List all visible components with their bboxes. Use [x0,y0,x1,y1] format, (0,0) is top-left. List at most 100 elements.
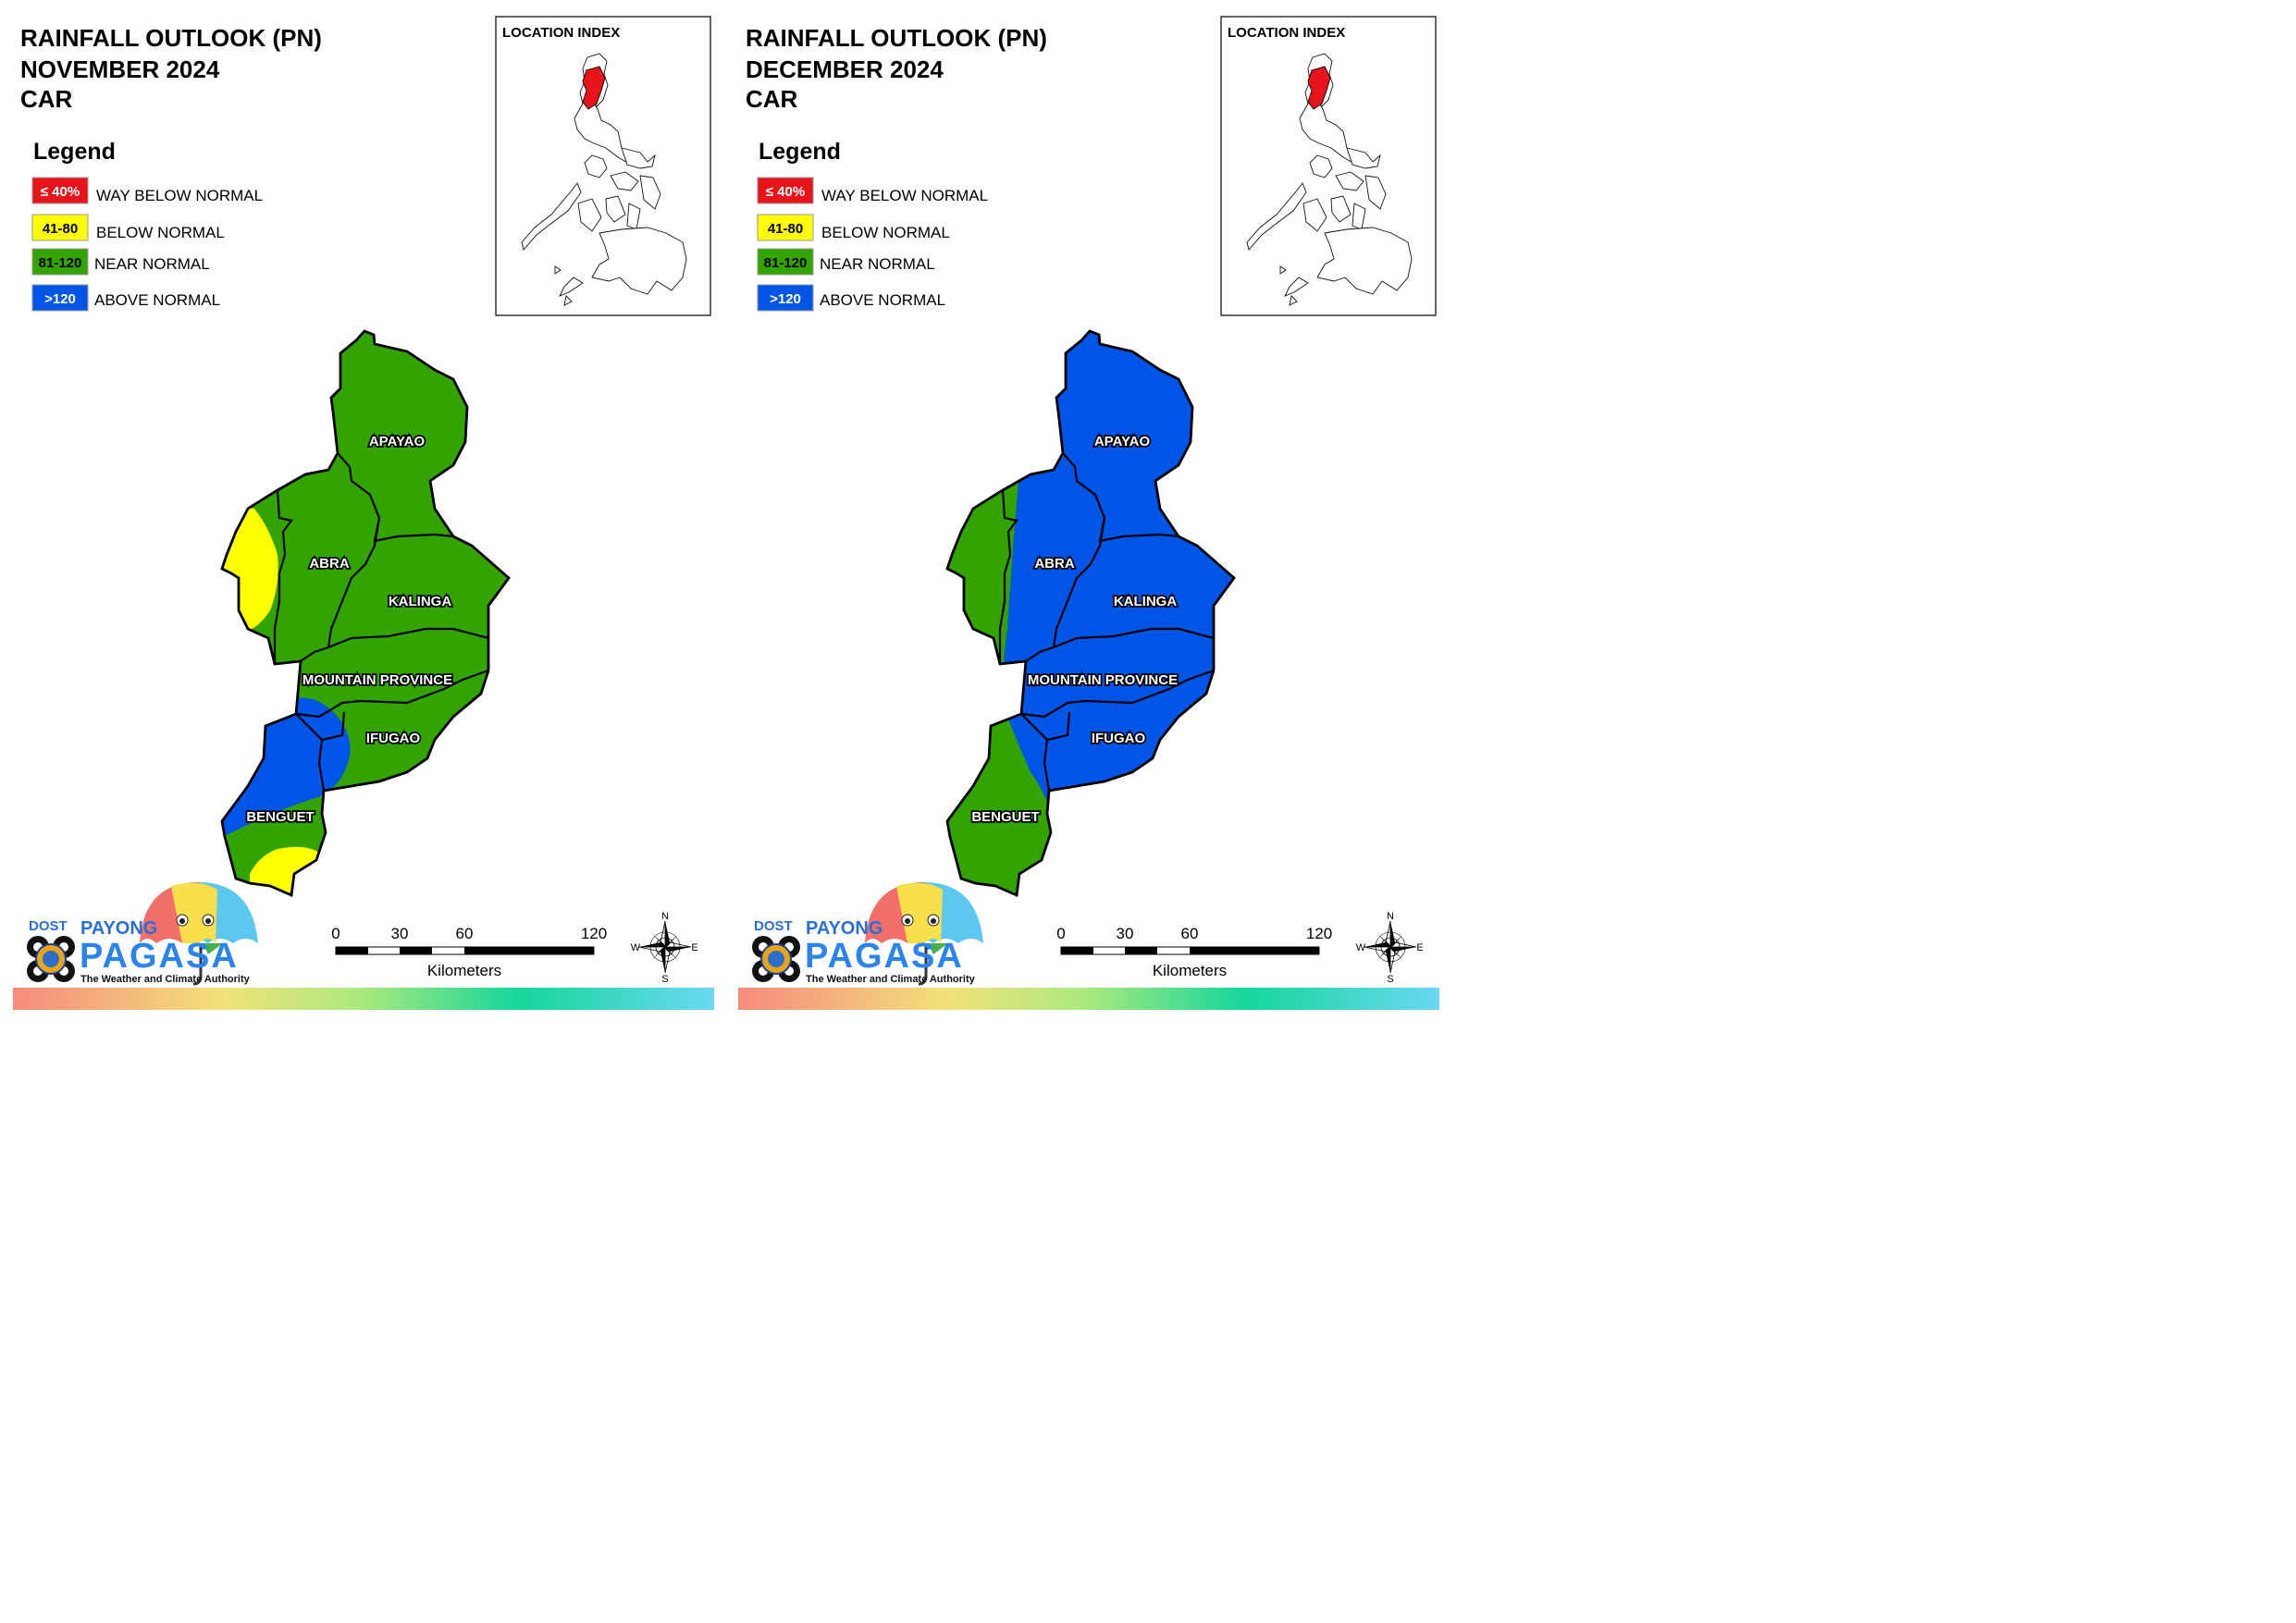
north-arrow: N S E W [1356,911,1424,985]
logo-payong: PAYONG [806,918,883,939]
legend-swatch-above-normal [31,284,89,312]
scale-tick-60: 60 [1181,925,1199,942]
zone-below-normal-abra [222,499,278,638]
legend-range-near-normal: 81-120 [764,255,808,271]
dost-logo-icon [751,935,801,983]
location-index-inset: LOCATION INDEX [495,16,711,316]
compass-n: N [1387,911,1394,922]
map-title-line1: RAINFALL OUTLOOK (PN) [20,24,322,52]
logo-pagasa: PAGASA [80,937,239,976]
logo-payong: PAYONG [80,918,157,939]
legend-label-above-normal: ABOVE NORMAL [820,291,945,309]
legend-item-above-normal: >120 ABOVE NORMAL [31,284,220,312]
legend-range-near-normal: 81-120 [39,255,82,271]
legend-swatch-way-below-normal [757,177,814,204]
scale-bar: 0 30 60 120 Kilometers [1056,925,1332,979]
legend-item-below-normal: 41-80 BELOW NORMAL [757,214,950,241]
logo-dost: DOST [29,918,68,934]
province-label-kalinga: KALINGA [1114,594,1177,609]
pagasa-logo: DOST PAYONG PAGASA The Weather and Clima… [751,880,985,986]
logo-tagline: The Weather and Climate Authority [80,974,251,985]
map-title-line1: RAINFALL OUTLOOK (PN) [746,24,1047,52]
province-label-benguet: BENGUET [246,809,314,825]
panel-december: RAINFALL OUTLOOK (PN) DECEMBER 2024 CAR … [738,16,1439,1010]
province-label-apayao: APAYAO [1094,434,1151,449]
legend-label-below-normal: BELOW NORMAL [96,224,225,241]
province-label-apayao: APAYAO [369,434,426,449]
legend-item-way-below-normal: ≤ 40% WAY BELOW NORMAL [757,177,988,204]
scale-unit: Kilometers [427,962,501,979]
compass-e: E [691,942,697,953]
map-title-line3: CAR [20,85,73,113]
panel-november: RAINFALL OUTLOOK (PN) NOVEMBER 2024 CAR … [13,16,714,1010]
legend-range-below-normal: 41-80 [43,221,78,237]
province-label-ifugao: IFUGAO [1092,731,1146,746]
legend-swatch-way-below-normal [31,177,89,204]
compass-n: N [661,911,669,922]
location-index-inset: LOCATION INDEX [1220,16,1437,316]
compass-icon [1364,920,1417,974]
legend-title: Legend [759,139,841,165]
map-title-line2: NOVEMBER 2024 [20,55,220,83]
province-label-kalinga: KALINGA [389,594,451,609]
car-rainfall-map [945,329,1236,897]
compass-s: S [661,974,668,985]
legend-swatch-below-normal [31,214,89,241]
scale-tick-120: 120 [581,925,607,942]
legend-label-below-normal: BELOW NORMAL [821,224,950,241]
scale-tick-0: 0 [1056,925,1065,942]
dost-logo-icon [26,935,76,983]
legend-label-way-below-normal: WAY BELOW NORMAL [96,187,263,204]
north-arrow: N S E W [631,911,698,985]
legend-item-below-normal: 41-80 BELOW NORMAL [31,214,225,241]
legend-swatch-near-normal [31,248,89,276]
province-label-abra: ABRA [309,556,349,572]
legend-swatch-below-normal [757,214,814,241]
scale-tick-30: 30 [1117,925,1134,942]
compass-icon [638,920,692,974]
legend-item-near-normal: 81-120 NEAR NORMAL [757,248,935,276]
legend-label-near-normal: NEAR NORMAL [820,255,935,273]
map-title-line3: CAR [746,85,798,113]
logo-tagline: The Weather and Climate Authority [806,974,976,985]
map-title-line2: DECEMBER 2024 [746,55,944,83]
legend-range-way-below-normal: ≤ 40% [41,184,80,200]
scale-tick-60: 60 [456,925,474,942]
province-label-benguet: BENGUET [971,809,1039,825]
location-index-label: LOCATION INDEX [1228,25,1345,41]
province-label-ifugao: IFUGAO [366,731,421,746]
compass-e: E [1416,942,1423,953]
car-rainfall-map [220,329,511,897]
scale-tick-30: 30 [391,925,409,942]
legend-label-above-normal: ABOVE NORMAL [94,291,220,309]
legend-range-below-normal: 41-80 [768,221,803,237]
province-label-mountain-province: MOUNTAIN PROVINCE [302,672,452,688]
legend-label-way-below-normal: WAY BELOW NORMAL [821,187,988,204]
legend-range-way-below-normal: ≤ 40% [766,184,805,200]
legend-swatch-above-normal [757,284,814,312]
footer-gradient-bar [13,988,714,1010]
province-label-abra: ABRA [1034,556,1074,572]
scale-bar: 0 30 60 120 Kilometers [331,925,607,979]
zone-near-normal [222,331,509,895]
legend-item-way-below-normal: ≤ 40% WAY BELOW NORMAL [31,177,263,204]
scale-tick-0: 0 [331,925,339,942]
legend-range-above-normal: >120 [44,291,76,307]
pagasa-logo: DOST PAYONG PAGASA The Weather and Clima… [26,880,260,986]
legend-swatch-near-normal [757,248,814,276]
footer-gradient-bar [738,988,1439,1010]
logo-pagasa: PAGASA [805,937,964,976]
legend-label-near-normal: NEAR NORMAL [94,255,210,273]
legend-title: Legend [33,139,116,165]
location-index-label: LOCATION INDEX [502,25,620,41]
legend-item-near-normal: 81-120 NEAR NORMAL [31,248,210,276]
scale-unit: Kilometers [1153,962,1227,979]
scale-tick-120: 120 [1306,925,1332,942]
compass-w: W [631,942,641,953]
compass-w: W [1356,942,1366,953]
logo-dost: DOST [754,918,793,934]
legend-range-above-normal: >120 [770,291,801,307]
compass-s: S [1387,974,1393,985]
province-label-mountain-province: MOUNTAIN PROVINCE [1028,672,1178,688]
legend-item-above-normal: >120 ABOVE NORMAL [757,284,945,312]
